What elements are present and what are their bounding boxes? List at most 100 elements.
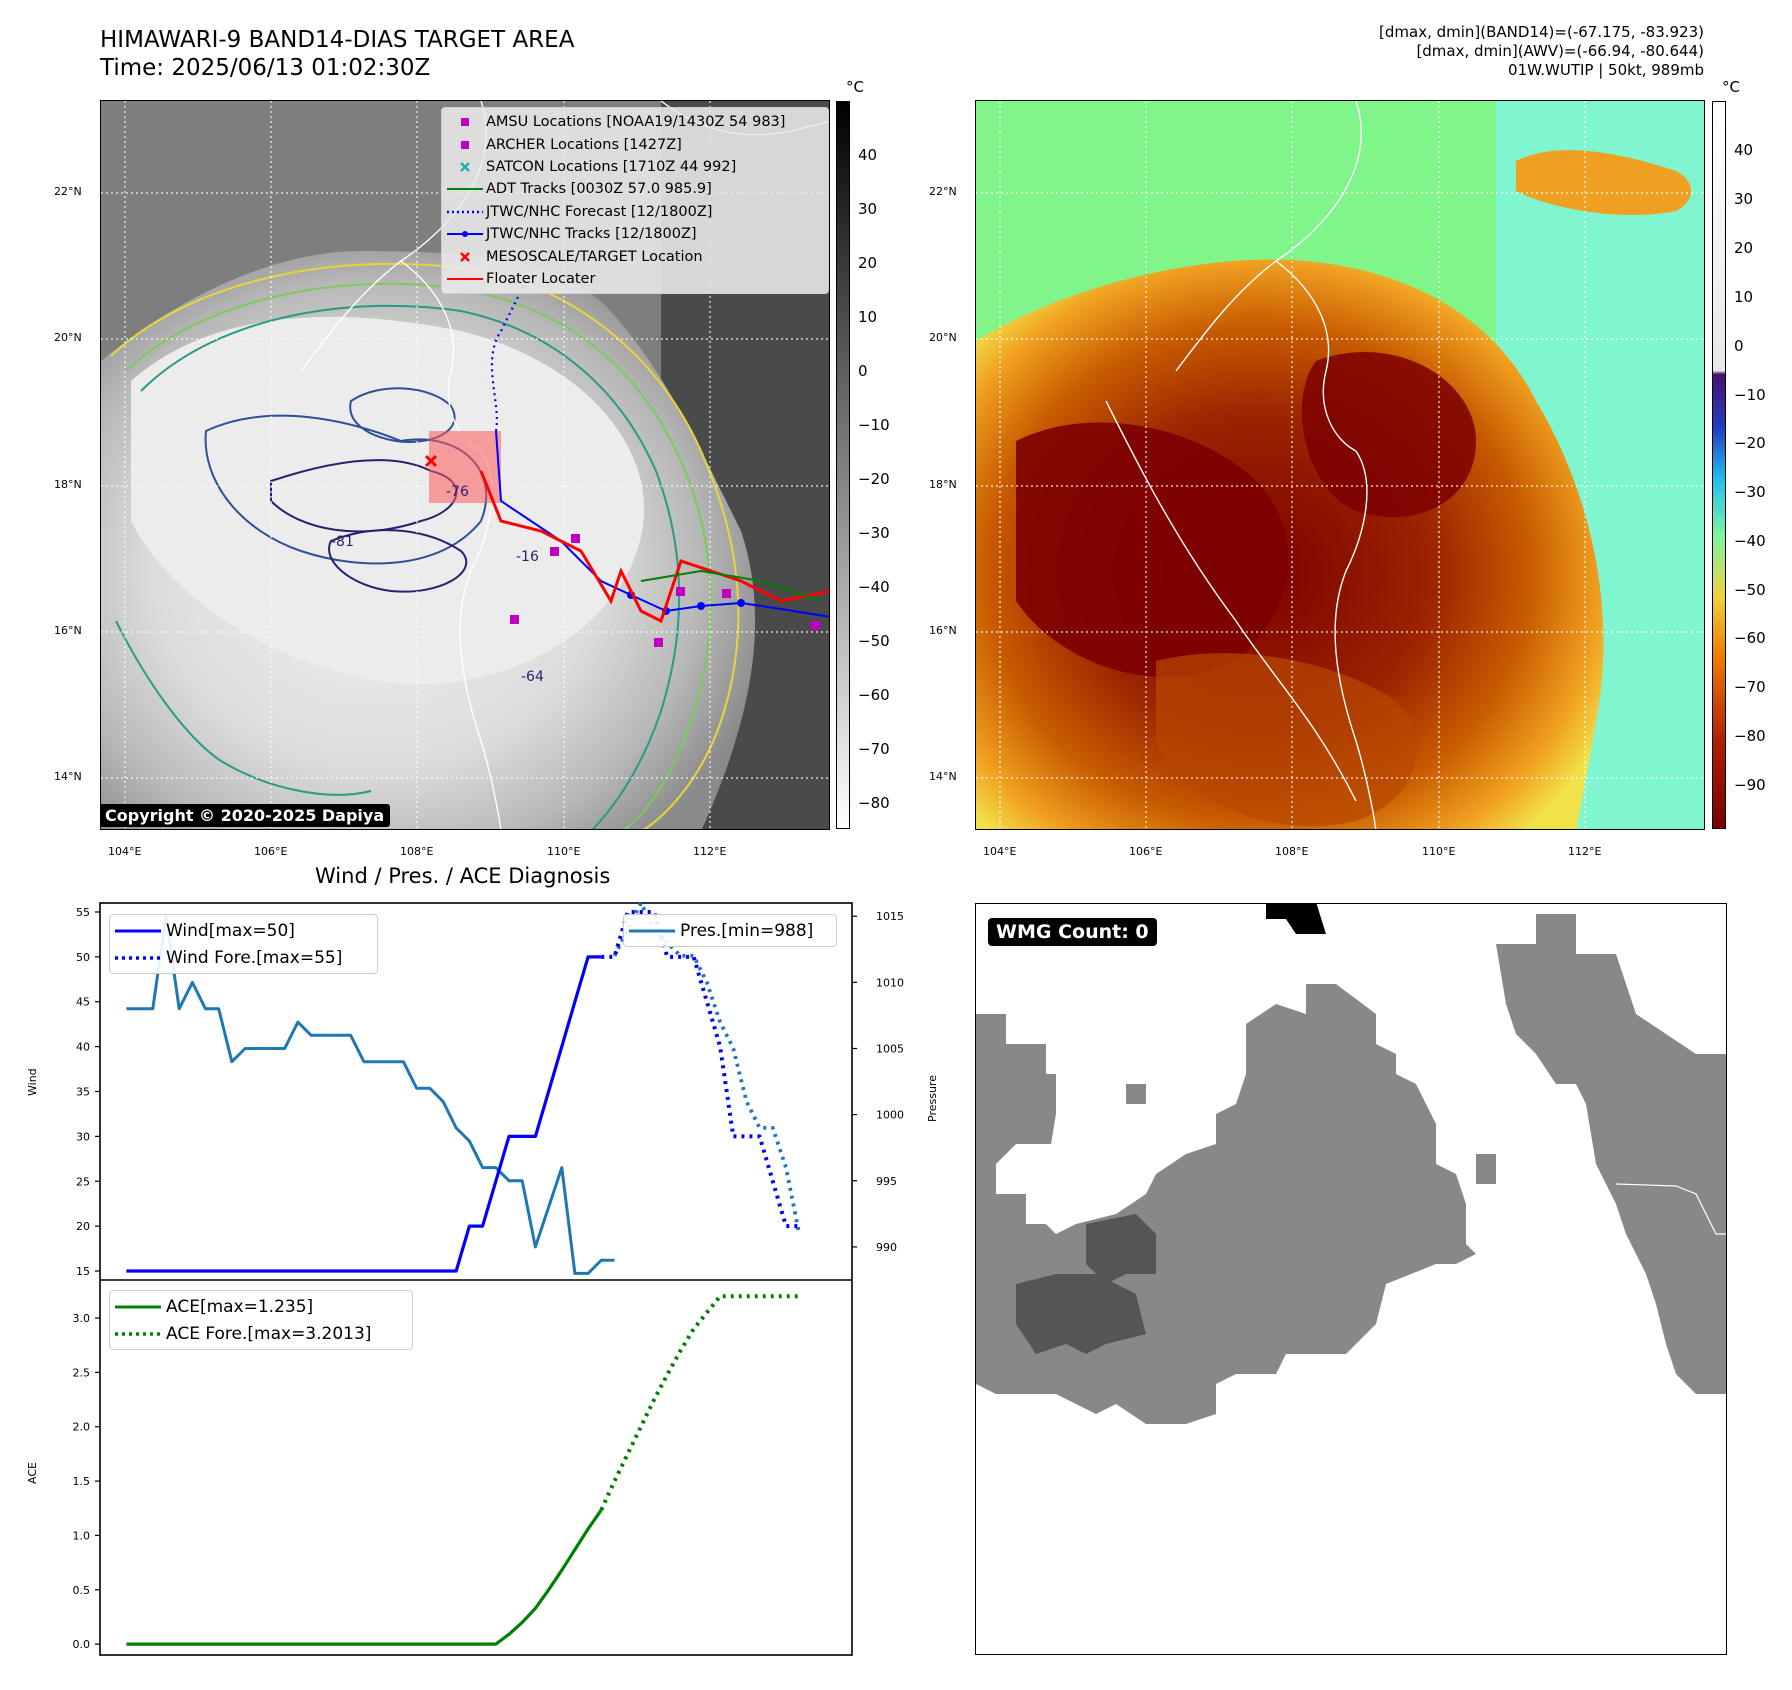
colorbar-tick-label: −20 <box>858 470 890 488</box>
ace-series-line <box>126 1508 603 1646</box>
colorbar-tick-label: 20 <box>858 254 878 272</box>
y-tick-label: 45 <box>76 996 90 1009</box>
legend-symbol <box>444 276 486 282</box>
legend-symbol <box>444 139 486 151</box>
pressure-axis-label: Pressure <box>926 1075 939 1122</box>
lon-tick-label: 112°E <box>693 845 727 858</box>
ace-legend: ACE[max=1.235] ACE Fore.[max=3.2013] <box>109 1290 413 1350</box>
colorbar-unit: °C <box>846 78 864 96</box>
colorbar-tick-label: 40 <box>1734 141 1754 159</box>
lat-tick-label: 22°N <box>929 185 957 198</box>
legend-symbol <box>444 116 486 128</box>
legend-item: Floater Locater <box>444 268 826 290</box>
legend-label: SATCON Locations [1710Z 44 992] <box>486 158 737 175</box>
pressure-forecast-series-line <box>612 901 802 1235</box>
diagnosis-frame <box>99 902 853 1656</box>
legend-wind-fore-label: Wind Fore.[max=55] <box>166 947 343 968</box>
colorbar-tick-label: −10 <box>1734 386 1766 404</box>
legend-label: JTWC/NHC Tracks [12/1800Z] <box>486 226 697 243</box>
colorbar-tick-label: −80 <box>1734 727 1766 745</box>
colorbar-tick-label: −50 <box>858 632 890 650</box>
lon-tick-label: 104°E <box>108 845 142 858</box>
y-tick-label: 2.0 <box>73 1421 91 1434</box>
y-tick-label: 30 <box>76 1130 90 1143</box>
y-tick-label: 0.5 <box>73 1584 91 1597</box>
legend-symbol <box>444 251 486 263</box>
colorbar-tick-label: 20 <box>1734 239 1754 257</box>
pressure-series-line <box>126 914 615 1275</box>
y-tick-label: 50 <box>76 951 90 964</box>
lat-tick-label: 16°N <box>54 624 82 637</box>
lon-tick-label: 110°E <box>547 845 581 858</box>
ir-map-panel: -81 -76 -16 -64 AMSU Locations [NOAA19/1… <box>100 100 830 830</box>
colorbar-tick-label: 10 <box>1734 288 1754 306</box>
legend-item: ADT Tracks [0030Z 57.0 985.9] <box>444 178 826 200</box>
legend-label: JTWC/NHC Forecast [12/1800Z] <box>486 203 713 220</box>
legend-label: Floater Locater <box>486 270 596 287</box>
wind-legend: Wind[max=50] Wind Fore.[max=55] <box>109 914 378 974</box>
legend-item: ARCHER Locations [1427Z] <box>444 133 826 155</box>
y-tick-label: 990 <box>876 1241 897 1254</box>
wind-axis-label: Wind <box>26 1068 39 1096</box>
colorbar-tick-label: 0 <box>1734 337 1744 355</box>
lon-tick-label: 108°E <box>400 845 434 858</box>
colorbar-tick-label: 30 <box>858 200 878 218</box>
wind-forecast-series-line <box>601 910 800 1229</box>
legend-item: AMSU Locations [NOAA19/1430Z 54 983] <box>444 111 826 133</box>
y-tick-label: 40 <box>76 1041 90 1054</box>
colorbar-tick-label: −40 <box>1734 532 1766 550</box>
legend-pres-label: Pres.[min=988] <box>680 920 814 941</box>
lat-tick-label: 16°N <box>929 624 957 637</box>
chart-title: HIMAWARI-9 BAND14-DIAS TARGET AREA <box>100 27 575 53</box>
colorbar-tick-label: −50 <box>1734 581 1766 599</box>
y-tick-label: 1000 <box>876 1109 904 1122</box>
y-tick-label: 35 <box>76 1086 90 1099</box>
legend-item: JTWC/NHC Tracks [12/1800Z] <box>444 223 826 245</box>
y-tick-label: 20 <box>76 1220 90 1233</box>
legend-symbol <box>444 209 486 215</box>
colorbar-tick-label: −80 <box>858 794 890 812</box>
lat-tick-label: 14°N <box>54 770 82 783</box>
colorbar-tick-label: −20 <box>1734 434 1766 452</box>
band14-range-info: [dmax, dmin](BAND14)=(-67.175, -83.923) <box>1379 23 1704 41</box>
awv-range-info: [dmax, dmin](AWV)=(-66.94, -80.644) <box>1416 42 1704 60</box>
legend-symbol <box>444 230 486 238</box>
y-tick-label: 0.0 <box>73 1638 91 1651</box>
colorbar-tick-label: −60 <box>858 686 890 704</box>
awv-map-panel <box>975 100 1705 830</box>
legend-ace-label: ACE[max=1.235] <box>166 1296 314 1317</box>
lon-tick-label: 106°E <box>254 845 288 858</box>
lat-tick-label: 14°N <box>929 770 957 783</box>
lat-tick-label: 22°N <box>54 185 82 198</box>
storm-info: 01W.WUTIP | 50kt, 989mb <box>1508 61 1704 79</box>
y-tick-label: 1015 <box>876 910 904 923</box>
lon-tick-label: 108°E <box>1275 845 1309 858</box>
legend-item: MESOSCALE/TARGET Location <box>444 245 826 267</box>
wmg-panel: WMG Count: 0 <box>975 903 1727 1655</box>
lat-tick-label: 20°N <box>929 331 957 344</box>
contour-label: -81 <box>331 534 354 550</box>
colorbar-tick-label: −70 <box>1734 678 1766 696</box>
colorbar-tick-label: 40 <box>858 146 878 164</box>
awv-map <box>976 101 1704 829</box>
colorbar-tick-label: −30 <box>1734 483 1766 501</box>
lat-tick-label: 18°N <box>54 478 82 491</box>
legend-label: AMSU Locations [NOAA19/1430Z 54 983] <box>486 114 786 131</box>
y-tick-label: 25 <box>76 1175 90 1188</box>
lon-tick-label: 110°E <box>1422 845 1456 858</box>
wmg-count-badge: WMG Count: 0 <box>988 918 1157 946</box>
chart-time: Time: 2025/06/13 01:02:30Z <box>100 55 431 81</box>
legend-label: ADT Tracks [0030Z 57.0 985.9] <box>486 181 712 198</box>
colorbar-tick-label: 0 <box>858 362 868 380</box>
pressure-legend: Pres.[min=988] <box>623 914 837 947</box>
contour-label: -76 <box>446 484 469 500</box>
legend-item: SATCON Locations [1710Z 44 992] <box>444 156 826 178</box>
y-tick-label: 1.0 <box>73 1529 91 1542</box>
colorbar-tick-label: −90 <box>1734 776 1766 794</box>
colorbar-tick-label: 10 <box>858 308 878 326</box>
lon-tick-label: 106°E <box>1129 845 1163 858</box>
lat-tick-label: 20°N <box>54 331 82 344</box>
copyright-badge: Copyright © 2020-2025 Dapiya <box>101 804 391 827</box>
legend-symbol <box>444 161 486 173</box>
colorbar-tick-label: 30 <box>1734 190 1754 208</box>
